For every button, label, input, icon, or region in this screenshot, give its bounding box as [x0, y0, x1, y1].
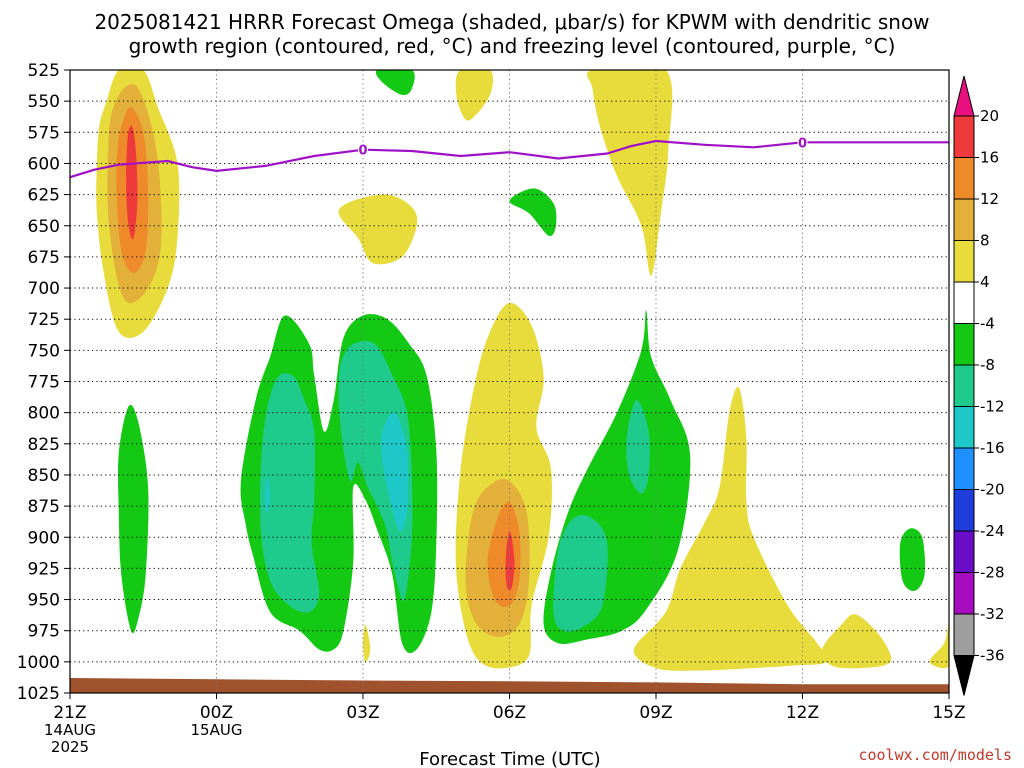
colorbar-bin-4: [953, 281, 975, 324]
colorbar-bin-2: [953, 198, 975, 241]
freezing-label-bg-1: [797, 135, 808, 150]
omega-region-4: [455, 70, 493, 121]
y-tick-label: 1025: [17, 684, 60, 704]
y-tick-label: 675: [28, 248, 60, 268]
y-tick-label: 625: [28, 186, 60, 206]
colorbar-bin-1: [953, 157, 975, 200]
y-axis-pressure-ticks: 525 550 575 600 625 650 675 700 725 750 775 800 825 8…: [17, 61, 70, 704]
colorbar-bin-7: [953, 406, 975, 449]
colorbar-legend: 20 16 12 8 4 -4 -8 -12 -16 -20 -24 -28 -32 -36: [953, 75, 1005, 696]
x-tick-label: 00Z: [200, 703, 233, 723]
colorbar-bin-10: [953, 530, 975, 573]
omega-region-16: [553, 515, 608, 632]
omega-region-18: [899, 528, 926, 592]
freezing-label-bg-0: [358, 142, 368, 157]
y-tick-label: 650: [28, 217, 60, 237]
omega-region-22: [505, 530, 515, 591]
y-tick-label: 700: [28, 279, 60, 299]
y-tick-label: 875: [28, 497, 60, 517]
colorbar-label: 12: [980, 190, 999, 208]
colorbar-label: -20: [980, 481, 1005, 499]
y-tick-label: 950: [28, 591, 60, 611]
chart-title-line-2: growth region (contoured, red, °C) and f…: [128, 34, 896, 58]
colorbar-bin-12: [953, 613, 975, 656]
terrain-ground: [70, 678, 949, 693]
x-tick-date: 15AUG: [191, 721, 243, 739]
omega-region-9: [117, 404, 149, 634]
y-tick-label: 1000: [17, 653, 60, 673]
x-tick-label: 03Z: [346, 703, 379, 723]
y-tick-label: 925: [28, 559, 60, 579]
y-tick-label: 975: [28, 622, 60, 642]
colorbar-label: -8: [980, 356, 995, 374]
x-tick-label: 12Z: [786, 703, 819, 723]
x-axis-title: Forecast Time (UTC): [419, 749, 600, 768]
colorbar-label: 4: [980, 273, 990, 291]
x-tick-label: 09Z: [639, 703, 672, 723]
colorbar-label: 16: [980, 149, 999, 167]
colorbar-bin-9: [953, 489, 975, 532]
y-tick-label: 900: [28, 528, 60, 548]
colorbar-bin-6: [953, 364, 975, 407]
omega-region-26: [929, 623, 949, 669]
omega-region-6: [586, 70, 673, 276]
x-tick-date: 14AUG: [44, 721, 96, 739]
omega-region-3: [126, 125, 138, 240]
y-tick-label: 800: [28, 404, 60, 424]
colorbar-bin-8: [953, 447, 975, 490]
omega-region-7: [338, 194, 418, 265]
chart-title-line-1: 2025081421 HRRR Forecast Omega (shaded, …: [94, 10, 930, 34]
x-tick-label: 06Z: [493, 703, 526, 723]
omega-region-25: [821, 614, 892, 669]
freezing-level-label: 0: [358, 144, 367, 159]
y-tick-label: 775: [28, 373, 60, 393]
y-tick-label: 750: [28, 341, 60, 361]
colorbar-label: -32: [980, 605, 1005, 623]
omega-region-12: [338, 340, 413, 601]
freezing-level-line: [69, 139, 949, 179]
y-tick-label: 850: [28, 466, 60, 486]
colorbar-bottom-extend: [953, 655, 975, 696]
omega-region-8: [509, 188, 557, 237]
colorbar-bin-5: [953, 323, 975, 366]
y-tick-label: 575: [28, 123, 60, 143]
omega-region-13: [381, 412, 409, 532]
x-tick-label: 15Z: [932, 703, 965, 723]
x-tick-year: 2025: [51, 738, 89, 756]
y-tick-label: 825: [28, 435, 60, 455]
colorbar-label: 20: [980, 107, 999, 125]
colorbar-label: -24: [980, 522, 1005, 540]
omega-region-5: [375, 70, 415, 96]
y-tick-label: 525: [28, 61, 60, 81]
colorbar-label: -16: [980, 439, 1005, 457]
colorbar-top-extend: [953, 75, 975, 117]
y-tick-label: 600: [28, 154, 60, 174]
colorbar-bin-3: [953, 240, 975, 283]
colorbar-label: -4: [980, 315, 995, 333]
freezing-level-label: 0: [798, 136, 807, 151]
x-tick-label: 21Z: [53, 703, 86, 723]
colorbar-label: -28: [980, 564, 1005, 582]
terrain-layer: [70, 678, 949, 693]
omega-region-11: [259, 373, 320, 613]
colorbar-bin-0: [953, 115, 975, 158]
y-tick-label: 550: [28, 92, 60, 112]
colorbar-label: -36: [980, 647, 1005, 665]
colorbar-label: -12: [980, 398, 1005, 416]
omega-region-17: [626, 400, 650, 494]
site-credit: coolwx.com/models: [858, 746, 1012, 764]
omega-region-14: [265, 477, 271, 513]
colorbar-label: 8: [980, 232, 990, 250]
omega-region-24: [363, 624, 371, 662]
y-tick-label: 725: [28, 310, 60, 330]
omega-shaded-regions: [96, 70, 949, 671]
colorbar-bin-11: [953, 572, 975, 615]
